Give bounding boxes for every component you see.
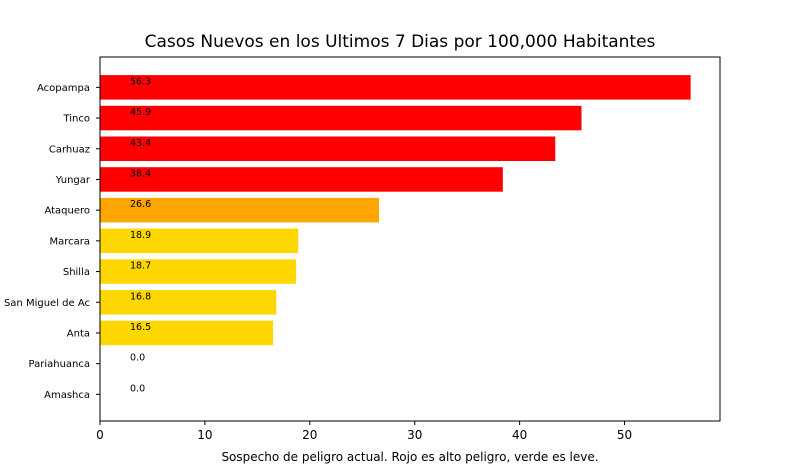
x-tick-label: 0 [96, 428, 104, 442]
data-label: 43.4 [130, 138, 151, 149]
y-tick-label: Carhuaz [49, 144, 90, 155]
data-label: 56.3 [130, 76, 151, 87]
data-label: 18.9 [130, 230, 151, 241]
data-label: 0.0 [130, 383, 145, 394]
bar-yungar [100, 167, 503, 192]
bar-san-miguel-de-ac [100, 290, 277, 315]
y-tick-label: Amashca [44, 390, 90, 401]
data-label: 0.0 [130, 353, 145, 364]
y-tick-label: Pariahuanca [29, 359, 91, 370]
data-label: 26.6 [130, 199, 151, 210]
y-tick-label: Ataquero [44, 206, 90, 217]
data-label: 18.7 [130, 261, 151, 272]
y-tick-label: San Miguel de Ac [4, 298, 90, 309]
y-tick-label: Tinco [62, 114, 90, 125]
x-axis-label: Sospecho de peligro actual. Rojo es alto… [221, 450, 598, 464]
data-label: 16.8 [130, 291, 151, 302]
plot-frame [99, 56, 721, 422]
bar-carhuaz [100, 136, 556, 161]
y-tick-label: Marcara [49, 236, 90, 247]
y-tick-label: Acopampa [37, 83, 90, 94]
y-tick-label: Anta [67, 328, 90, 339]
x-tick-label: 20 [302, 428, 317, 442]
x-tick-label: 10 [197, 428, 212, 442]
x-tick-label: 30 [407, 428, 422, 442]
bar-acopampa [100, 75, 691, 100]
data-label: 16.5 [130, 322, 151, 333]
axes-layer: Acopampa Tinco Carhuaz Yungar Ataquero Marcar… [4, 83, 632, 442]
x-tick-label: 50 [617, 428, 632, 442]
chart-title: Casos Nuevos en los Ultimos 7 Dias por 1… [145, 32, 656, 52]
bar-anta [100, 320, 274, 346]
bar-marcara [100, 228, 299, 254]
data-label: 45.9 [130, 107, 151, 118]
x-tick-label: 40 [512, 428, 527, 442]
bar-tinco [100, 105, 582, 131]
data-label: 38.4 [130, 168, 151, 179]
bar-shilla [100, 259, 297, 284]
bar-ataquero [100, 197, 380, 223]
y-tick-label: Shilla [63, 267, 90, 278]
bars-layer: 56.3 45.9 43.4 38.4 26.6 18.9 18.7 16.8 16.5 0.0 0… [100, 75, 691, 394]
y-tick-label: Yungar [55, 175, 91, 186]
